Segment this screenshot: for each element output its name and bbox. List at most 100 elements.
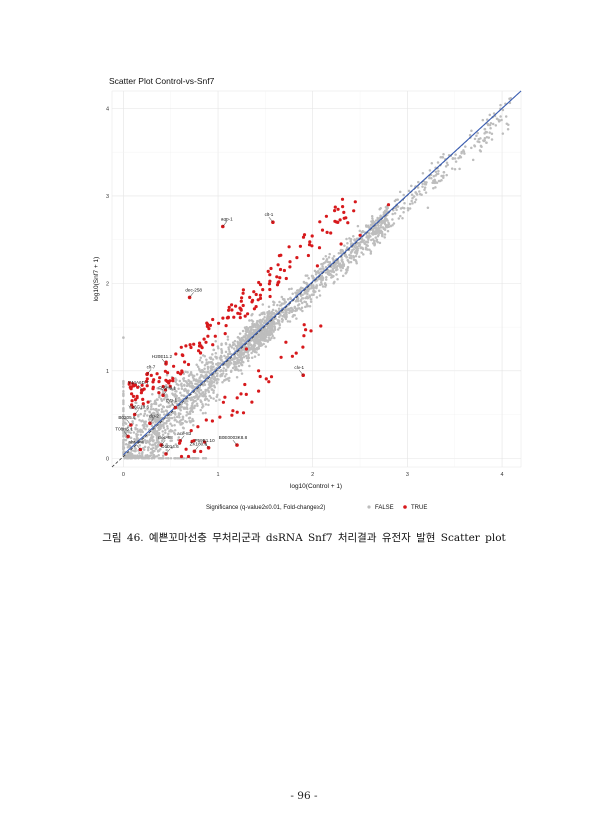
data-point-false bbox=[157, 408, 161, 412]
data-point-false bbox=[133, 446, 137, 450]
data-point-false bbox=[157, 428, 161, 431]
label-leader-line bbox=[162, 390, 168, 396]
data-point-false bbox=[151, 440, 155, 443]
data-point-false bbox=[268, 324, 272, 328]
data-point-false bbox=[331, 257, 334, 260]
data-point-false bbox=[376, 216, 379, 220]
data-point-false bbox=[134, 401, 138, 405]
data-point-false bbox=[149, 408, 153, 411]
data-point-false bbox=[471, 158, 475, 162]
data-point-false bbox=[256, 342, 259, 345]
data-point-false bbox=[421, 185, 424, 188]
data-point-true bbox=[186, 454, 191, 459]
data-point-false bbox=[290, 309, 293, 313]
data-point-false bbox=[233, 365, 236, 368]
data-point-false bbox=[195, 363, 198, 366]
data-point-true bbox=[288, 265, 292, 269]
data-point-false bbox=[241, 339, 244, 342]
data-point-true bbox=[241, 291, 245, 295]
data-point-false bbox=[411, 202, 414, 205]
data-point-false bbox=[349, 239, 352, 243]
data-point-false bbox=[243, 339, 246, 343]
data-point-false bbox=[401, 217, 404, 220]
data-point-false bbox=[138, 444, 141, 447]
data-point-false bbox=[246, 351, 249, 354]
data-point-false bbox=[146, 414, 149, 417]
data-point-false bbox=[202, 382, 205, 385]
data-point-false bbox=[283, 300, 287, 303]
data-point-false bbox=[258, 320, 261, 324]
data-point-false bbox=[392, 208, 395, 212]
data-point-false bbox=[164, 383, 168, 387]
data-point-false bbox=[224, 368, 228, 372]
data-point-false bbox=[423, 186, 427, 189]
data-point-false bbox=[178, 421, 181, 424]
data-point-true bbox=[230, 308, 234, 312]
data-point-false bbox=[133, 417, 137, 421]
data-point-false bbox=[142, 448, 146, 451]
gene-label: B0205.6 bbox=[118, 415, 136, 420]
label-leader-line bbox=[149, 418, 155, 424]
data-point-false bbox=[177, 397, 181, 400]
data-point-false bbox=[372, 231, 375, 235]
data-point-false bbox=[159, 447, 162, 451]
data-point-false bbox=[143, 422, 146, 425]
data-point-false bbox=[457, 156, 460, 160]
data-point-false bbox=[146, 448, 150, 452]
data-point-true bbox=[243, 314, 247, 318]
data-point-false bbox=[129, 436, 133, 440]
y-tick-label: 1 bbox=[106, 369, 109, 375]
data-point-true bbox=[340, 197, 345, 201]
data-point-false bbox=[445, 173, 448, 177]
data-point-false bbox=[226, 352, 230, 356]
data-point-false bbox=[205, 388, 209, 392]
data-point-false bbox=[277, 320, 280, 323]
data-point-true bbox=[267, 282, 271, 286]
data-point-false bbox=[139, 407, 143, 410]
data-point-false bbox=[155, 429, 159, 433]
data-point-true bbox=[203, 440, 207, 444]
data-point-false bbox=[384, 206, 388, 209]
data-point-false bbox=[122, 393, 125, 397]
data-point-false bbox=[352, 258, 356, 262]
data-point-false bbox=[185, 403, 189, 407]
data-point-false bbox=[209, 396, 213, 400]
data-point-false bbox=[194, 399, 197, 403]
data-point-false bbox=[432, 175, 436, 178]
data-point-false bbox=[321, 276, 325, 280]
data-point-true bbox=[180, 370, 184, 374]
data-point-false bbox=[153, 415, 157, 419]
data-point-false bbox=[481, 118, 485, 122]
data-point-false bbox=[284, 311, 288, 315]
data-point-false bbox=[358, 255, 361, 259]
data-point-false bbox=[226, 365, 230, 369]
data-point-false bbox=[173, 410, 177, 414]
data-point-false bbox=[458, 154, 462, 158]
data-point-false bbox=[480, 145, 483, 149]
data-point-true bbox=[257, 369, 261, 373]
data-point-false bbox=[214, 399, 218, 403]
data-point-false bbox=[424, 191, 428, 194]
axis-ticks: 0 1 2 3 4 0 1 2 3 4 bbox=[106, 106, 504, 478]
data-point-false bbox=[193, 404, 197, 407]
data-point-false bbox=[260, 320, 264, 323]
data-point-false bbox=[410, 199, 413, 203]
data-point-true bbox=[324, 214, 328, 218]
data-point-false bbox=[213, 378, 217, 382]
data-point-false bbox=[143, 445, 147, 449]
data-point-false bbox=[272, 322, 275, 326]
data-point-false bbox=[161, 430, 164, 433]
data-point-false bbox=[192, 423, 195, 427]
data-point-false bbox=[425, 181, 428, 184]
data-point-false bbox=[386, 229, 390, 233]
data-point-false bbox=[155, 445, 159, 448]
data-point-false bbox=[164, 395, 167, 399]
data-point-true bbox=[269, 266, 273, 271]
data-point-false bbox=[256, 338, 259, 341]
data-point-false bbox=[421, 172, 425, 175]
data-point-true bbox=[257, 389, 261, 393]
data-point-true bbox=[188, 343, 192, 347]
data-point-true bbox=[192, 342, 196, 346]
data-point-true bbox=[133, 383, 138, 387]
data-point-false bbox=[299, 308, 302, 311]
